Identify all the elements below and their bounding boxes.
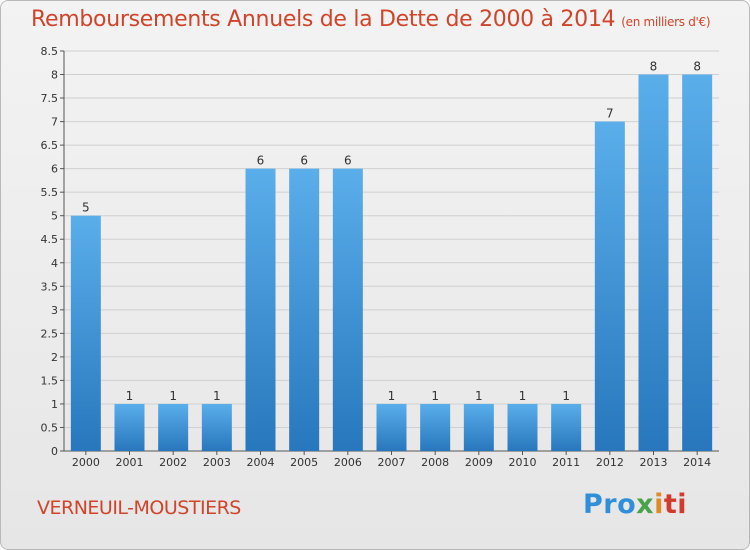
data-label: 6	[344, 154, 352, 168]
data-label: 6	[300, 154, 308, 168]
x-tick-label: 2004	[247, 456, 275, 469]
data-label: 1	[475, 389, 483, 403]
y-tick-label: 1.5	[41, 374, 59, 387]
y-tick-label: 3.5	[41, 280, 59, 293]
bar	[463, 403, 494, 451]
logo-part-2: x	[636, 489, 655, 520]
y-tick-label: 6.5	[41, 139, 59, 152]
x-tick-label: 2010	[509, 456, 537, 469]
x-tick-label: 2011	[552, 456, 580, 469]
data-label: 7	[606, 107, 614, 121]
x-tick-label: 2008	[421, 456, 449, 469]
x-tick-label: 2006	[334, 456, 362, 469]
chart-title: Remboursements Annuels de la Dette de 20…	[31, 7, 711, 32]
data-label: 8	[693, 60, 701, 74]
bar	[376, 403, 407, 451]
x-tick-label: 2012	[596, 456, 624, 469]
y-tick-label: 7.5	[41, 92, 59, 105]
bar	[245, 168, 276, 451]
y-tick-label: 7	[51, 116, 58, 129]
x-tick-label: 2001	[116, 456, 144, 469]
bar	[158, 403, 189, 451]
data-label: 1	[562, 389, 570, 403]
data-label: 1	[169, 389, 177, 403]
commune-name: VERNEUIL-MOUSTIERS	[37, 497, 241, 519]
data-label: 6	[257, 154, 265, 168]
x-tick-label: 2007	[378, 456, 406, 469]
logo-part-3: i	[654, 489, 664, 520]
data-label: 1	[388, 389, 396, 403]
data-label: 1	[431, 389, 439, 403]
x-tick-label: 2000	[72, 456, 100, 469]
bar	[594, 121, 625, 452]
chart-title-text: Remboursements Annuels de la Dette de 20…	[31, 7, 616, 32]
bar	[638, 74, 669, 451]
y-tick-label: 0	[51, 445, 58, 458]
x-tick-label: 2005	[290, 456, 318, 469]
x-tick-label: 2002	[159, 456, 187, 469]
logo-part-1: Pro	[583, 489, 637, 520]
bar	[289, 168, 320, 451]
y-tick-label: 2.5	[41, 327, 59, 340]
y-tick-label: 4	[51, 257, 58, 270]
bar	[70, 215, 101, 451]
y-tick-label: 3	[51, 304, 58, 317]
y-tick-label: 0.5	[41, 421, 59, 434]
bar	[201, 403, 232, 451]
y-tick-label: 8	[51, 69, 58, 82]
x-tick-label: 2009	[465, 456, 493, 469]
bars: 5 1 1 1 6 6 6 1 1 1 1 1 7 8 8	[70, 60, 713, 452]
bar	[420, 403, 451, 451]
bar	[551, 403, 582, 451]
y-tick-label: 5	[51, 210, 58, 223]
chart-unit: (en milliers d'€)	[621, 15, 711, 29]
y-tick-label: 6	[51, 163, 58, 176]
y-tick-label: 8.5	[41, 45, 59, 58]
y-tick-label: 5.5	[41, 186, 59, 199]
x-tick-label: 2013	[640, 456, 668, 469]
y-tick-label: 4.5	[41, 233, 59, 246]
y-tick-label: 1	[51, 398, 58, 411]
bar	[114, 403, 145, 451]
data-label: 1	[126, 389, 134, 403]
x-tick-label: 2014	[683, 456, 711, 469]
proxiti-logo[interactable]: Proxiti	[583, 489, 687, 520]
y-tick-label: 2	[51, 351, 58, 364]
logo-part-4: ti	[663, 489, 688, 520]
data-label: 1	[213, 389, 221, 403]
data-label: 1	[519, 389, 527, 403]
bar	[682, 74, 713, 451]
data-label: 5	[82, 201, 90, 215]
bar	[332, 168, 363, 451]
data-label: 8	[650, 60, 658, 74]
bar	[507, 403, 538, 451]
x-tick-label: 2003	[203, 456, 231, 469]
